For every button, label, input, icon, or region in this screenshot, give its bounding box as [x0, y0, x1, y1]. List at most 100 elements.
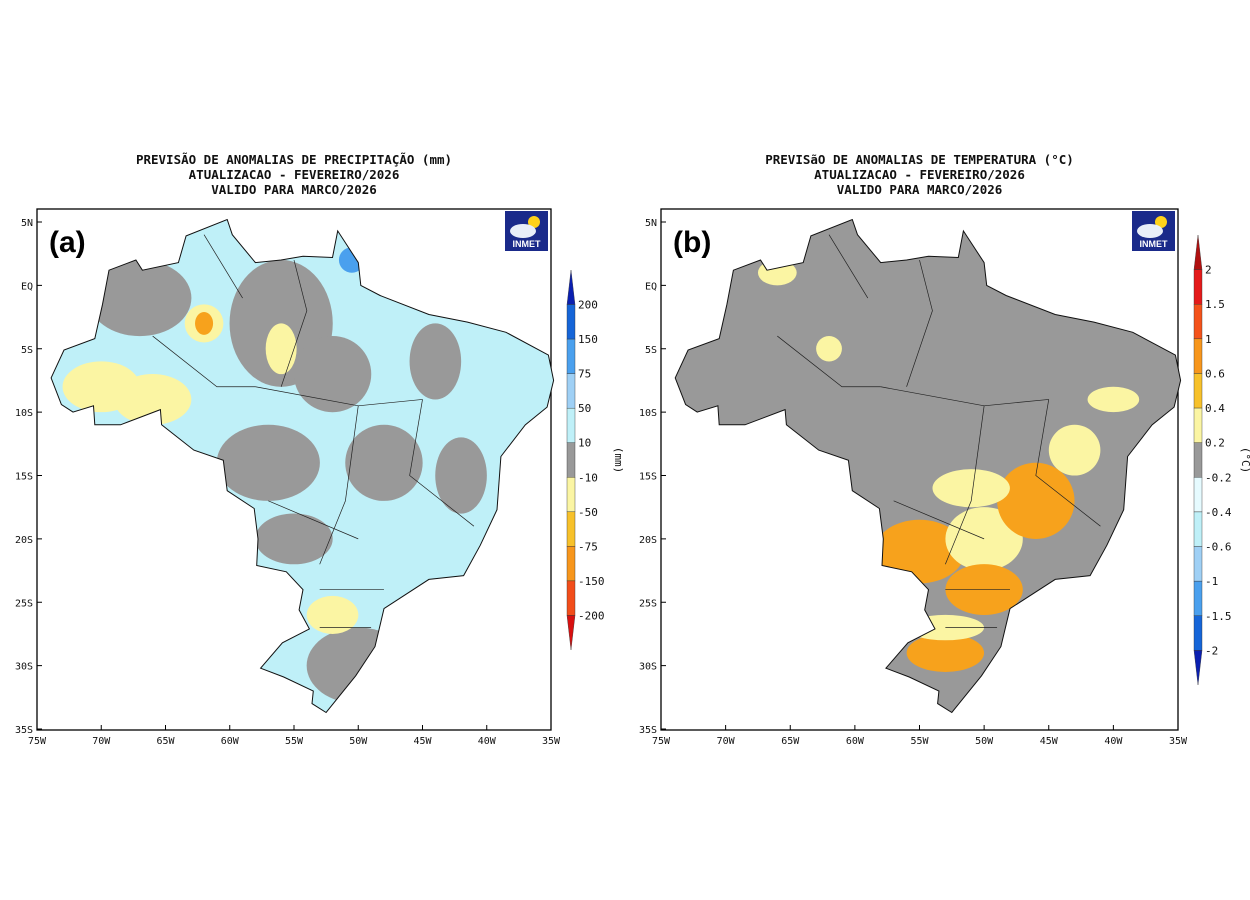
- lat-tick-label: 25S: [639, 598, 657, 609]
- brazil-fill: [675, 219, 1181, 713]
- anomaly-area: [265, 323, 297, 375]
- colorbar-label: 75: [578, 368, 591, 381]
- lon-tick-label: 45W: [413, 736, 432, 747]
- lon-tick-label: 40W: [478, 736, 497, 747]
- colorbar-arrow-top: [1193, 234, 1203, 270]
- lon-tick-label: 65W: [781, 736, 800, 747]
- colorbar-label: -1.5: [1205, 610, 1232, 623]
- lat-tick-label: 30S: [15, 662, 33, 673]
- sun-icon: [1155, 216, 1167, 228]
- colorbar-segment: [566, 338, 576, 374]
- state-border: [203, 234, 243, 299]
- lat-tick-label: 5S: [645, 345, 657, 356]
- colorbar-segment: [566, 442, 576, 478]
- lon-tick-label: 75W: [652, 736, 671, 747]
- colorbar-segment: [1193, 373, 1203, 409]
- lat-tick-label: 30S: [639, 662, 657, 673]
- lon-tick-label: 70W: [92, 736, 111, 747]
- anomaly-area: [293, 336, 372, 413]
- anomaly-area: [255, 513, 333, 565]
- lon-tick-label: 65W: [156, 736, 175, 747]
- title-line-1: PREVISÃO DE ANOMALIAS DE PRECIPITAÇÃO (m…: [135, 152, 453, 167]
- cloud-icon: [1137, 224, 1163, 238]
- title-line-3: VALIDO PARA MARCO/2026: [836, 182, 1003, 197]
- title-line-1: PREVISãO DE ANOMALIAS DE TEMPERATURA (°C…: [765, 152, 1074, 167]
- state-border: [268, 500, 359, 540]
- lat-tick-label: 10S: [15, 408, 33, 419]
- colorbar-segment: [1193, 269, 1203, 305]
- anomaly-area: [1048, 424, 1101, 476]
- lon-tick-label: 60W: [846, 736, 865, 747]
- inmet-logo: INMET: [505, 211, 548, 251]
- inmet-logo: INMET: [1132, 211, 1175, 251]
- lat-tick-label: 5N: [645, 218, 657, 229]
- colorbar-label: 0.6: [1205, 367, 1225, 380]
- colorbar-segment: [1193, 615, 1203, 651]
- lat-tick-label: 35S: [15, 725, 33, 736]
- lon-tick-label: 75W: [28, 736, 47, 747]
- colorbar-segment: [1193, 407, 1203, 443]
- title-line-2: ATUALIZACAO - FEVEREIRO/2026: [188, 167, 400, 182]
- state-border: [777, 335, 881, 388]
- colorbar-segment: [1193, 477, 1203, 513]
- colorbar-segment: [1193, 442, 1203, 478]
- lon-tick-label: 60W: [221, 736, 240, 747]
- colorbar-segment: [1193, 546, 1203, 582]
- colorbar-arrow-bottom: [1193, 650, 1203, 686]
- state-border: [1035, 399, 1101, 527]
- colorbar-label: 50: [578, 402, 591, 415]
- state-border: [152, 335, 256, 388]
- colorbar-segment: [1193, 511, 1203, 547]
- panel-label: (a): [49, 226, 86, 259]
- state-border: [409, 399, 475, 527]
- colorbar-unit: (mm): [612, 447, 625, 474]
- state-border: [906, 259, 933, 387]
- lat-tick-label: 5N: [21, 218, 33, 229]
- logo-text: INMET: [1140, 239, 1169, 249]
- colorbar-label: -200: [578, 609, 605, 622]
- lat-tick-label: 15S: [639, 472, 657, 483]
- lon-tick-label: 45W: [1040, 736, 1059, 747]
- anomaly-area: [306, 595, 359, 634]
- anomaly-area: [62, 361, 140, 413]
- colorbar-label: 200: [578, 299, 598, 312]
- colorbar-segment: [566, 511, 576, 547]
- colorbar-arrow-bottom: [566, 615, 576, 651]
- colorbar-label: 0.2: [1205, 437, 1225, 450]
- state-border: [945, 405, 985, 565]
- colorbar-label: 1.5: [1205, 298, 1225, 311]
- lon-tick-label: 55W: [285, 736, 304, 747]
- anomaly-area: [906, 633, 985, 672]
- colorbar-label: -2: [1205, 644, 1218, 657]
- colorbar-label: -0.2: [1205, 471, 1232, 484]
- lat-tick-label: EQ: [645, 281, 657, 292]
- anomaly-area: [216, 424, 320, 501]
- state-border: [893, 500, 985, 540]
- colorbar-segment: [566, 373, 576, 409]
- lon-tick-label: 35W: [542, 736, 561, 747]
- anomaly-area: [435, 437, 487, 514]
- lon-tick-label: 50W: [349, 736, 368, 747]
- anomaly-areas: [757, 260, 1140, 672]
- lat-tick-label: 5S: [21, 345, 33, 356]
- lon-tick-label: 55W: [910, 736, 929, 747]
- lat-tick-label: 20S: [639, 535, 657, 546]
- colorbar-segment: [566, 580, 576, 616]
- lat-tick-label: 10S: [639, 408, 657, 419]
- colorbar-label: -75: [578, 540, 598, 553]
- anomaly-area: [1087, 386, 1140, 413]
- state-border: [828, 234, 869, 299]
- sun-icon: [528, 216, 540, 228]
- anomaly-area: [874, 519, 965, 584]
- colorbar-segment: [566, 477, 576, 513]
- logo-text: INMET: [513, 239, 542, 249]
- colorbar-segment: [1193, 304, 1203, 340]
- colorbar-unit: (°C): [1239, 447, 1250, 474]
- panel-label: (b): [673, 226, 711, 259]
- panel-temperature-anomaly: PREVISãO DE ANOMALIAS DE TEMPERATURA (°C…: [625, 150, 1250, 770]
- colorbar-segment: [566, 304, 576, 340]
- colorbar-segment: [1193, 580, 1203, 616]
- state-border: [319, 405, 359, 565]
